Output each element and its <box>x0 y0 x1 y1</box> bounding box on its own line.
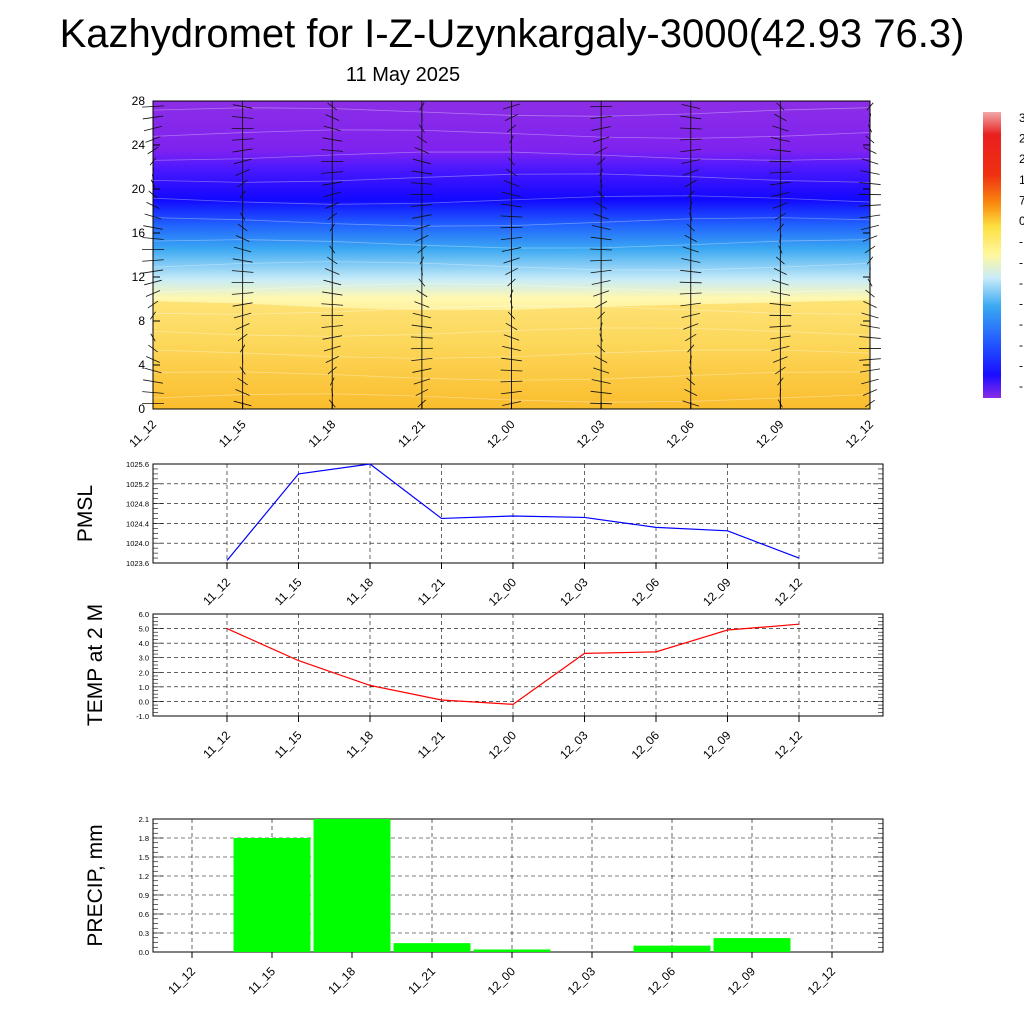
precip-bar <box>313 819 391 952</box>
x-tick-label: 11_21 <box>405 964 438 997</box>
x-tick-label: 12_09 <box>700 575 734 609</box>
x-tick-label: 12_09 <box>753 417 787 451</box>
colorbar-label: - <box>1019 379 1023 393</box>
x-tick-label: 12_12 <box>772 728 806 762</box>
x-tick-label: 11_18 <box>325 964 358 997</box>
colorbar-label: - <box>1019 358 1023 372</box>
x-tick-label: 11_21 <box>415 575 448 608</box>
x-tick-label: 12_06 <box>663 417 697 451</box>
x-tick-label: 12_12 <box>805 964 839 998</box>
y-axis-label: TEMP at 2 M <box>84 604 107 726</box>
x-tick-label: 11_21 <box>395 417 428 450</box>
chart-subtitle: 11 May 2025 <box>345 64 461 86</box>
x-tick-label: 12_00 <box>485 964 519 998</box>
y-tick-label: 16 <box>132 226 146 240</box>
precip-bar <box>473 949 551 952</box>
x-tick-label: 12_12 <box>843 417 877 451</box>
y-tick-label: 0.0 <box>139 697 149 706</box>
y-tick-label: 0.9 <box>139 891 149 900</box>
x-tick-label: 11_21 <box>415 728 448 761</box>
y-tick-label: -1.0 <box>136 712 149 721</box>
x-tick-label: 12_12 <box>772 575 806 609</box>
colorbar-label: - <box>1019 338 1023 352</box>
y-tick-label: 3.0 <box>139 654 149 663</box>
y-tick-label: 1025.6 <box>126 460 149 469</box>
y-tick-label: 8 <box>138 314 145 328</box>
y-tick-label: 4.0 <box>139 639 149 648</box>
x-tick-label: 12_00 <box>486 575 520 609</box>
y-tick-label: 2.0 <box>139 668 149 677</box>
y-axis-label: PMSL <box>74 485 97 542</box>
y-tick-label: 20 <box>132 182 146 196</box>
x-tick-label: 12_06 <box>629 575 663 609</box>
colorbar-label: 1 <box>1019 173 1024 187</box>
colorbar-label: 3 <box>1019 111 1024 125</box>
colorbar-label: 0 <box>1019 214 1024 228</box>
y-tick-label: 1025.2 <box>126 480 149 489</box>
precip-bar <box>713 938 791 952</box>
y-tick-label: 1.5 <box>139 853 149 862</box>
x-tick-label: 11_12 <box>200 728 233 761</box>
colorbar-label: 2 <box>1019 152 1024 166</box>
y-tick-label: 5.0 <box>139 625 149 634</box>
y-tick-label: 1024.4 <box>126 519 149 528</box>
x-tick-label: 11_12 <box>200 575 233 608</box>
precip-bar <box>633 945 711 952</box>
y-tick-label: 28 <box>132 94 146 108</box>
colorbar-label: - <box>1019 276 1023 290</box>
y-tick-label: 1.0 <box>139 683 149 692</box>
x-tick-label: 11_18 <box>343 575 376 608</box>
x-tick-label: 12_03 <box>557 728 591 762</box>
precip-bar <box>393 943 471 952</box>
x-tick-label: 12_00 <box>486 728 520 762</box>
colorbar-label: 2 <box>1019 132 1024 146</box>
x-tick-label: 12_03 <box>574 417 608 451</box>
colorbar-label: - <box>1019 255 1023 269</box>
x-tick-label: 12_09 <box>725 964 759 998</box>
chart-title: Kazhydromet for I-Z-Uzynkargaly-3000(42.… <box>59 12 965 56</box>
y-tick-label: 1024.8 <box>126 500 149 509</box>
y-tick-label: 12 <box>132 270 146 284</box>
y-tick-label: 0.6 <box>139 910 149 919</box>
y-tick-label: 0.3 <box>139 929 149 938</box>
colorbar-label: - <box>1019 297 1023 311</box>
y-tick-label: 24 <box>132 138 146 152</box>
y-tick-label: 2.1 <box>139 815 149 824</box>
x-tick-label: 11_15 <box>272 575 305 608</box>
x-tick-label: 12_00 <box>484 417 518 451</box>
x-tick-label: 11_12 <box>126 417 159 450</box>
colorbar-label: - <box>1019 317 1023 331</box>
y-tick-label: 1024.0 <box>126 539 149 548</box>
x-tick-label: 11_15 <box>272 728 305 761</box>
colorbar-label: - <box>1019 235 1023 249</box>
x-tick-label: 12_06 <box>629 728 663 762</box>
colorbar-label: 7 <box>1019 193 1024 207</box>
y-tick-label: 0.0 <box>139 948 149 957</box>
x-tick-label: 11_12 <box>165 964 198 997</box>
x-tick-label: 12_09 <box>700 728 734 762</box>
colorbar <box>983 112 1001 398</box>
x-tick-label: 12_03 <box>557 575 591 609</box>
y-tick-label: 0 <box>138 402 145 416</box>
y-tick-label: 4 <box>138 358 145 372</box>
x-tick-label: 12_03 <box>565 964 599 998</box>
x-tick-label: 11_15 <box>245 964 278 997</box>
x-tick-label: 11_15 <box>216 417 249 450</box>
x-tick-label: 11_18 <box>343 728 376 761</box>
precip-bar <box>233 838 311 952</box>
y-tick-label: 1.8 <box>139 834 149 843</box>
y-tick-label: 1023.6 <box>126 559 149 568</box>
y-axis-label: PRECIP, mm <box>84 824 107 946</box>
x-tick-label: 11_18 <box>306 417 339 450</box>
y-tick-label: 1.2 <box>139 872 149 881</box>
x-tick-label: 12_06 <box>645 964 679 998</box>
y-tick-label: 6.0 <box>139 610 149 619</box>
